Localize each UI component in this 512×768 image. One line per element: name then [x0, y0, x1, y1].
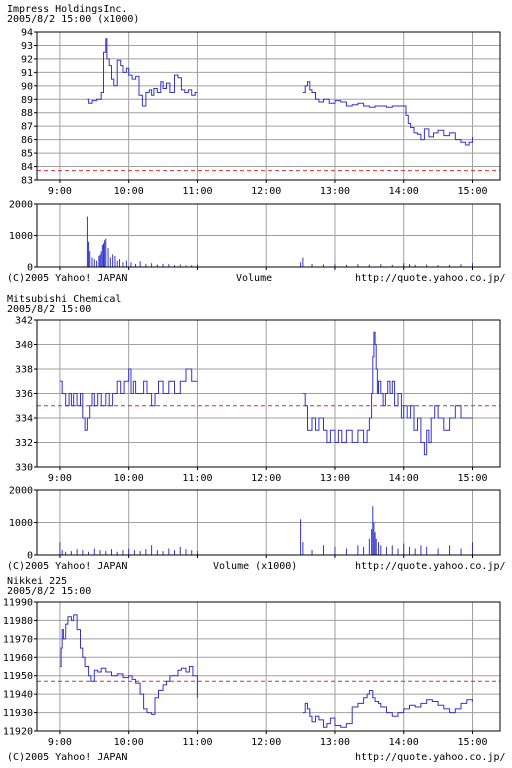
x-tick-label: 10:00: [114, 737, 144, 748]
y-tick-label: 11990: [3, 598, 33, 609]
y-tick-label: 0: [27, 551, 33, 562]
plot-area: [37, 602, 500, 731]
y-tick-label: 85: [21, 149, 33, 160]
price-line-segment: [87, 38, 198, 107]
y-tick-label: 2000: [9, 486, 33, 497]
y-tick-label: 11980: [3, 616, 33, 627]
x-tick-label: 13:00: [320, 473, 350, 484]
price-line-segment: [59, 368, 198, 431]
plot-frame: [36, 601, 501, 732]
y-tick-label: 92: [21, 54, 33, 65]
x-tick-label: 11:00: [182, 737, 212, 748]
volume-label: Volume: [236, 273, 272, 284]
source-url: http://quote.yahoo.co.jp/: [355, 273, 506, 284]
mitsubishi-price-chart: 330 332 334 336 338 340 342 9:00 10:00 11:00 12:00…: [15, 316, 501, 484]
source-url: http://quote.yahoo.co.jp/: [355, 752, 506, 763]
plot-frame: [36, 31, 501, 181]
y-tick-label: 11920: [3, 727, 33, 738]
copyright-text: (C)2005 Yahoo! JAPAN: [7, 752, 127, 763]
y-tick-label: 0: [27, 263, 33, 274]
x-tick-label: 13:00: [320, 737, 350, 748]
chart-subtitle: 2005/8/2 15:00 (x1000): [7, 14, 139, 25]
y-tick-label: 93: [21, 41, 33, 52]
volume-label: Volume (x1000): [213, 561, 297, 572]
x-tick-label: 15:00: [457, 737, 487, 748]
x-tick-label: 12:00: [251, 473, 281, 484]
y-tick-label: 1000: [9, 231, 33, 242]
x-tick-label: 14:00: [389, 737, 419, 748]
plot-frame: [36, 319, 501, 468]
y-tick-label: 87: [21, 122, 33, 133]
impress-volume-chart: 0 1000 2000: [9, 200, 501, 274]
y-tick-label: 11960: [3, 653, 33, 664]
x-tick-label: 14:00: [389, 473, 419, 484]
x-tick-label: 10:00: [114, 473, 144, 484]
y-tick-label: 94: [21, 28, 33, 39]
x-tick-label: 13:00: [320, 186, 350, 197]
y-tick-label: 2000: [9, 200, 33, 211]
y-tick-label: 83: [21, 176, 33, 187]
y-tick-label: 11950: [3, 671, 33, 682]
x-tick-label: 15:00: [457, 186, 487, 197]
y-tick-label: 340: [15, 340, 33, 351]
chart-title: Nikkei 225: [7, 576, 67, 587]
y-tick-label: 90: [21, 81, 33, 92]
y-tick-label: 11970: [3, 634, 33, 645]
x-tick-label: 9:00: [48, 473, 72, 484]
x-tick-label: 10:00: [114, 186, 144, 197]
x-tick-label: 9:00: [48, 186, 72, 197]
y-tick-label: 1000: [9, 518, 33, 529]
plot-frame: [36, 203, 501, 268]
price-line-segment: [302, 331, 473, 456]
copyright-text: (C)2005 Yahoo! JAPAN: [7, 561, 127, 572]
nikkei-price-chart: 11920 11930 11940 11950 11960 11970 11980 11990…: [3, 598, 501, 748]
y-tick-label: 91: [21, 68, 33, 79]
impress-price-chart: 83 84 85 86 87 88 89 90 91 92 93 94 9:00 10:00 11:00 12…: [21, 28, 501, 197]
y-tick-label: 336: [15, 389, 33, 400]
y-tick-label: 342: [15, 316, 33, 327]
y-tick-label: 332: [15, 438, 33, 449]
y-tick-label: 88: [21, 108, 33, 119]
chart-title: Impress HoldingsInc.: [7, 4, 127, 15]
copyright-text: (C)2005 Yahoo! JAPAN: [7, 273, 127, 284]
mitsubishi-volume-chart: 0 1000 2000: [9, 486, 501, 562]
y-tick-label: 11930: [3, 708, 33, 719]
price-line-segment: [302, 81, 473, 146]
x-tick-label: 12:00: [251, 737, 281, 748]
source-url: http://quote.yahoo.co.jp/: [355, 561, 506, 572]
price-line-segment: [302, 690, 473, 728]
chart-subtitle: 2005/8/2 15:00: [7, 304, 91, 315]
plot-frame: [36, 489, 501, 556]
chart-subtitle: 2005/8/2 15:00: [7, 586, 91, 597]
x-tick-label: 11:00: [182, 186, 212, 197]
y-tick-label: 84: [21, 162, 33, 173]
x-tick-label: 15:00: [457, 473, 487, 484]
x-tick-label: 12:00: [251, 186, 281, 197]
y-tick-label: 330: [15, 463, 33, 474]
y-tick-label: 338: [15, 365, 33, 376]
x-tick-label: 9:00: [48, 737, 72, 748]
y-tick-label: 334: [15, 414, 33, 425]
y-tick-label: 11940: [3, 690, 33, 701]
chart-title: Mitsubishi Chemical: [7, 294, 121, 305]
y-tick-label: 86: [21, 135, 33, 146]
x-tick-label: 11:00: [182, 473, 212, 484]
y-tick-label: 89: [21, 95, 33, 106]
x-tick-label: 14:00: [389, 186, 419, 197]
plot-area: [37, 32, 500, 180]
price-line-segment: [59, 614, 198, 715]
